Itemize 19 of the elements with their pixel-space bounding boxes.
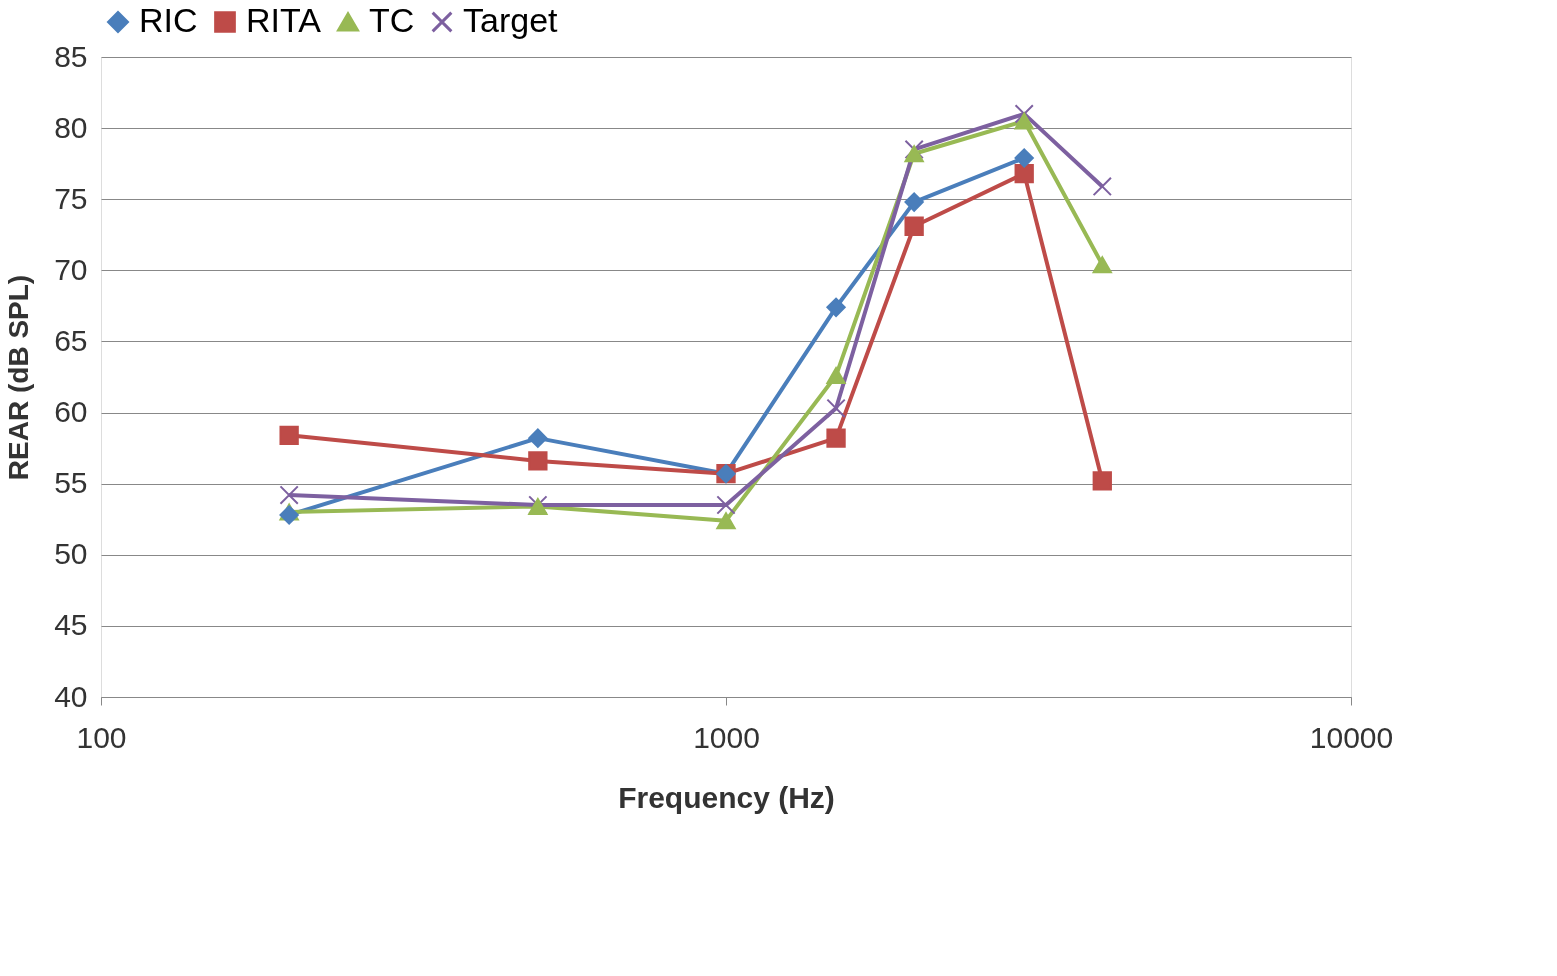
y-tick-label: 75 [54,181,88,215]
x-tick-label: 10000 [1309,720,1394,754]
y-tick-label: 70 [54,252,88,286]
y-tick-label: 60 [54,395,88,429]
y-tick-label: 50 [54,537,88,571]
y-tick-label: 55 [54,466,88,500]
legend-label: TC [369,1,415,39]
y-tick-label: 45 [54,608,88,642]
y-tick-label: 85 [54,39,88,73]
legend-label: Target [463,1,559,39]
legend-label: RIC [139,1,198,39]
y-axis-title: REAR (dB SPL) [3,274,35,481]
x-tick-label: 1000 [693,720,760,754]
y-tick-label: 65 [54,323,88,357]
y-tick-label: 80 [54,110,88,144]
y-tick-label: 40 [54,679,88,713]
x-tick-label: 100 [76,720,127,754]
x-axis-title: Frequency (Hz) [618,780,835,814]
legend-label: RITA [246,1,322,39]
